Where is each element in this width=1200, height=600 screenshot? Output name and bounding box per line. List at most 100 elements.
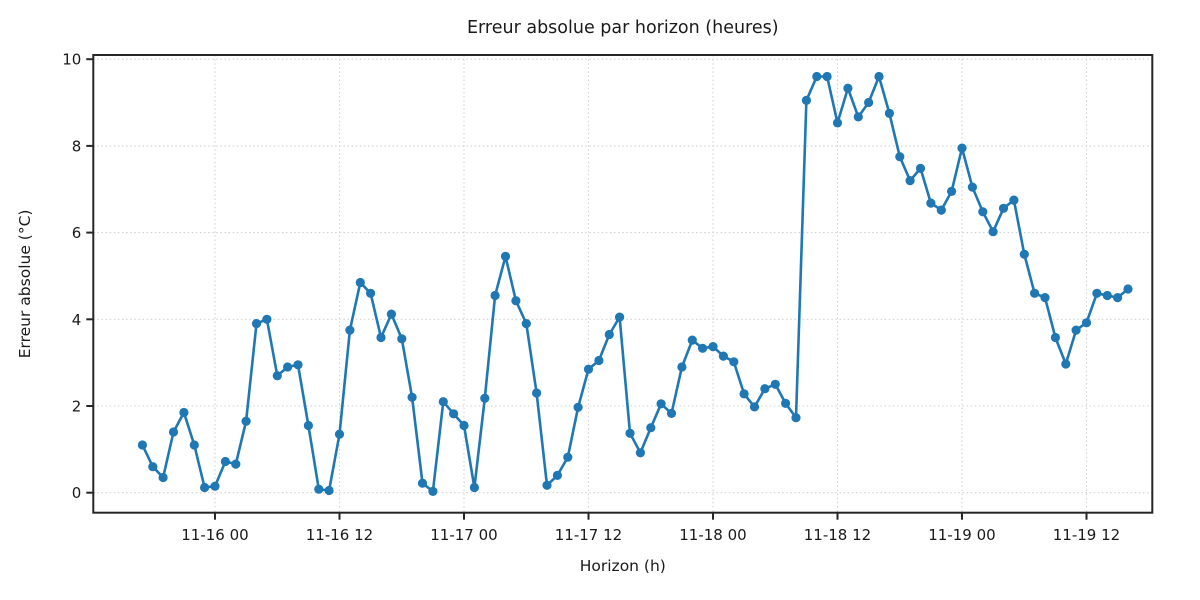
data-point [417,478,428,488]
data-point [635,448,646,458]
data-point [604,329,614,340]
x-axis-label: Horizon (h) [580,557,666,575]
chart-title: Erreur absolue par horizon (heures) [467,18,779,38]
y-tick-label: 10 [62,51,81,69]
data-point [812,71,822,82]
data-point [200,482,210,493]
data-point [1092,288,1102,298]
data-point [1071,325,1081,335]
y-tick-label: 6 [72,224,82,242]
series-line [141,75,1130,493]
data-point [1040,293,1050,303]
data-point [324,485,334,496]
data-point [947,186,957,196]
data-point [843,83,853,93]
tick-label-layer: 11-16 00 11-16 12 11-17 00 11-17 12 11-18 00… [62,51,1120,544]
data-point [791,413,801,423]
data-point [262,314,272,324]
data-point [967,182,978,192]
data-point [677,362,687,372]
data-point [469,482,479,493]
data-point [988,227,998,237]
data-point [1050,332,1060,343]
data-point [293,360,303,370]
y-tick-label: 0 [72,484,82,502]
data-point [428,486,438,496]
data-point [366,288,376,298]
data-point [625,428,635,438]
data-point [615,312,625,322]
data-point [915,163,926,173]
x-tick-label: 11-17 12 [555,526,622,544]
line-series [137,71,1133,496]
data-point [220,456,230,467]
data-point [459,420,469,431]
data-point [376,332,386,343]
data-point [781,398,791,408]
data-point [210,481,220,491]
data-point [386,309,396,319]
data-point [563,452,573,462]
data-point [926,198,936,208]
data-point [573,402,583,412]
data-point [957,143,967,153]
data-point [936,205,946,215]
data-point [1102,290,1112,301]
data-point [905,176,915,186]
y-tick-label: 4 [72,311,82,329]
data-point [552,470,563,480]
data-point [646,423,656,433]
data-point [241,416,251,426]
data-point [189,440,199,450]
data-point [978,207,988,217]
x-tick-label: 11-18 00 [679,526,746,544]
data-point [1113,293,1123,303]
data-point [511,296,521,306]
data-point [801,95,812,105]
data-point [739,389,749,399]
data-point [998,203,1009,213]
data-point [397,334,407,344]
data-point [314,484,324,494]
data-point [355,277,365,288]
x-tick-label: 11-19 00 [928,526,995,544]
data-point [438,397,448,407]
data-point [168,427,179,437]
data-point [532,388,542,398]
grid-layer [93,55,1153,513]
data-point [884,108,895,118]
y-axis-label: Erreur absolue (°C) [16,210,34,359]
tick-layer [86,58,1088,520]
data-point [500,251,511,261]
x-tick-label: 11-17 00 [430,526,497,544]
data-point [334,429,345,439]
data-point [148,462,158,472]
data-point [542,480,552,490]
plot-area [92,54,1154,514]
data-point [1081,318,1092,328]
data-point [1061,359,1071,369]
data-point [864,97,874,108]
y-tick-label: 2 [72,398,82,416]
data-point [283,362,293,372]
data-point [521,319,531,329]
data-point [698,343,708,353]
data-point [895,152,905,162]
x-tick-label: 11-16 00 [181,526,248,544]
data-point [822,71,832,82]
data-point [272,371,282,381]
data-point [656,399,666,409]
x-tick-label: 11-18 12 [804,526,871,544]
data-point [708,342,718,352]
data-point [490,290,500,301]
data-point [832,118,843,128]
data-point [251,319,262,329]
data-point [480,393,490,403]
data-point [770,379,780,389]
data-point [594,355,604,366]
data-point [345,325,355,335]
data-point [449,409,459,419]
data-point [853,112,863,122]
